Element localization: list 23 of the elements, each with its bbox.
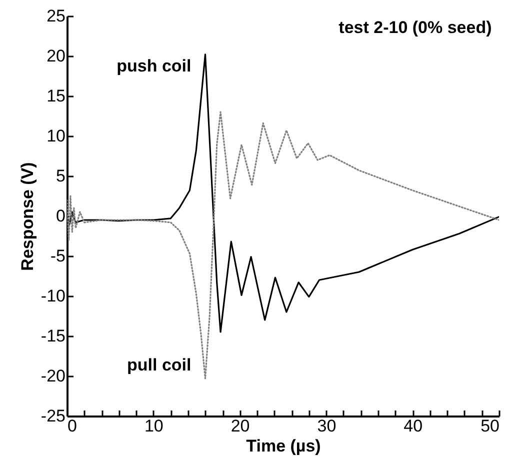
y-tick-label: -25 — [40, 406, 66, 426]
y-tick-label: -20 — [40, 366, 66, 386]
x-axis-title: Time (µs) — [246, 436, 321, 456]
y-tick-label: -10 — [40, 286, 66, 306]
y-tick-label: 25 — [46, 6, 66, 26]
x-tick-label: 10 — [144, 416, 164, 436]
x-tick-label: 50 — [480, 416, 500, 436]
x-tick-label: 30 — [317, 416, 336, 436]
y-tick-label: 10 — [46, 126, 66, 146]
x-tick-label: 20 — [230, 416, 250, 436]
y-tick-label: 5 — [56, 166, 66, 186]
y-tick-label: 0 — [56, 206, 66, 226]
y-tick-label: -5 — [50, 246, 66, 266]
series-label: push coil — [116, 56, 192, 76]
x-tick-label: 40 — [404, 416, 423, 436]
line-series — [67, 111, 499, 380]
chart-title: test 2-10 (0% seed) — [338, 18, 492, 37]
x-tick-label: 0 — [68, 416, 77, 436]
series-label: pull coil — [127, 355, 192, 374]
y-tick-label: 20 — [46, 46, 66, 66]
y-axis-title: Response (V) — [18, 162, 37, 271]
y-tick-label: 15 — [46, 86, 66, 106]
y-tick-label: -15 — [40, 326, 66, 346]
